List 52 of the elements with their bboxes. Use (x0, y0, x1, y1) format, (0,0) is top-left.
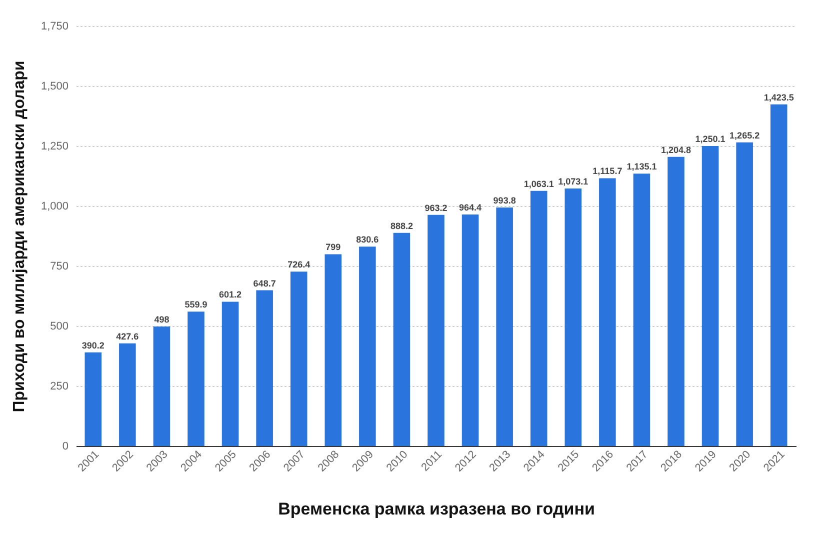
bar (256, 290, 273, 446)
bar (736, 142, 753, 446)
data-label: 1,073.1 (558, 176, 588, 186)
data-label: 964.4 (459, 202, 482, 213)
bar (84, 352, 102, 446)
data-label: 726.4 (288, 260, 310, 270)
data-label: 799 (326, 242, 341, 252)
data-label: 963.2 (424, 202, 448, 213)
data-label: 390.2 (82, 340, 104, 350)
y-tick-label: 750 (50, 260, 68, 272)
bar (119, 343, 136, 446)
data-label: 648.7 (253, 278, 276, 288)
y-tick-label: 1,000 (40, 200, 68, 212)
data-label: 1,204.8 (660, 144, 692, 155)
data-label: 830.6 (356, 234, 379, 245)
bar (462, 214, 479, 446)
bar (428, 214, 444, 446)
bar (359, 246, 376, 446)
bar (153, 326, 170, 446)
bar (496, 207, 513, 446)
data-label: 993.8 (493, 195, 516, 206)
bar (290, 272, 308, 446)
data-label: 1,135.1 (626, 162, 657, 172)
data-label: 1,423.5 (764, 92, 794, 102)
y-tick-label: 500 (50, 320, 68, 332)
bar (530, 190, 548, 446)
data-label: 559.9 (184, 300, 208, 310)
bar (633, 174, 650, 446)
bar (393, 232, 410, 446)
bar (564, 188, 582, 446)
y-tick-label: 1,500 (40, 80, 68, 92)
bar (324, 254, 342, 446)
y-tick-label: 0 (62, 440, 68, 452)
data-label: 498 (154, 314, 170, 324)
y-tick-label: 1,250 (40, 140, 68, 152)
y-axis-title: Приходи во милијарди американски долари (10, 60, 28, 412)
bar (770, 104, 788, 446)
y-tick-label: 1,750 (40, 20, 68, 32)
bar (668, 156, 684, 446)
x-axis-title: Временска рамка изразена во години (278, 500, 595, 519)
data-label: 1,115.7 (592, 166, 622, 176)
bar (702, 146, 719, 446)
data-label: 1,250.1 (695, 134, 726, 144)
bar (222, 302, 239, 446)
y-tick-label: 250 (50, 380, 68, 392)
data-label: 427.6 (116, 331, 139, 342)
data-label: 1,063.1 (524, 178, 554, 189)
bar (599, 178, 616, 446)
bar (188, 312, 204, 446)
data-label: 888.2 (390, 220, 413, 231)
data-label: 601.2 (219, 290, 242, 300)
data-label: 1,265.2 (730, 130, 760, 140)
